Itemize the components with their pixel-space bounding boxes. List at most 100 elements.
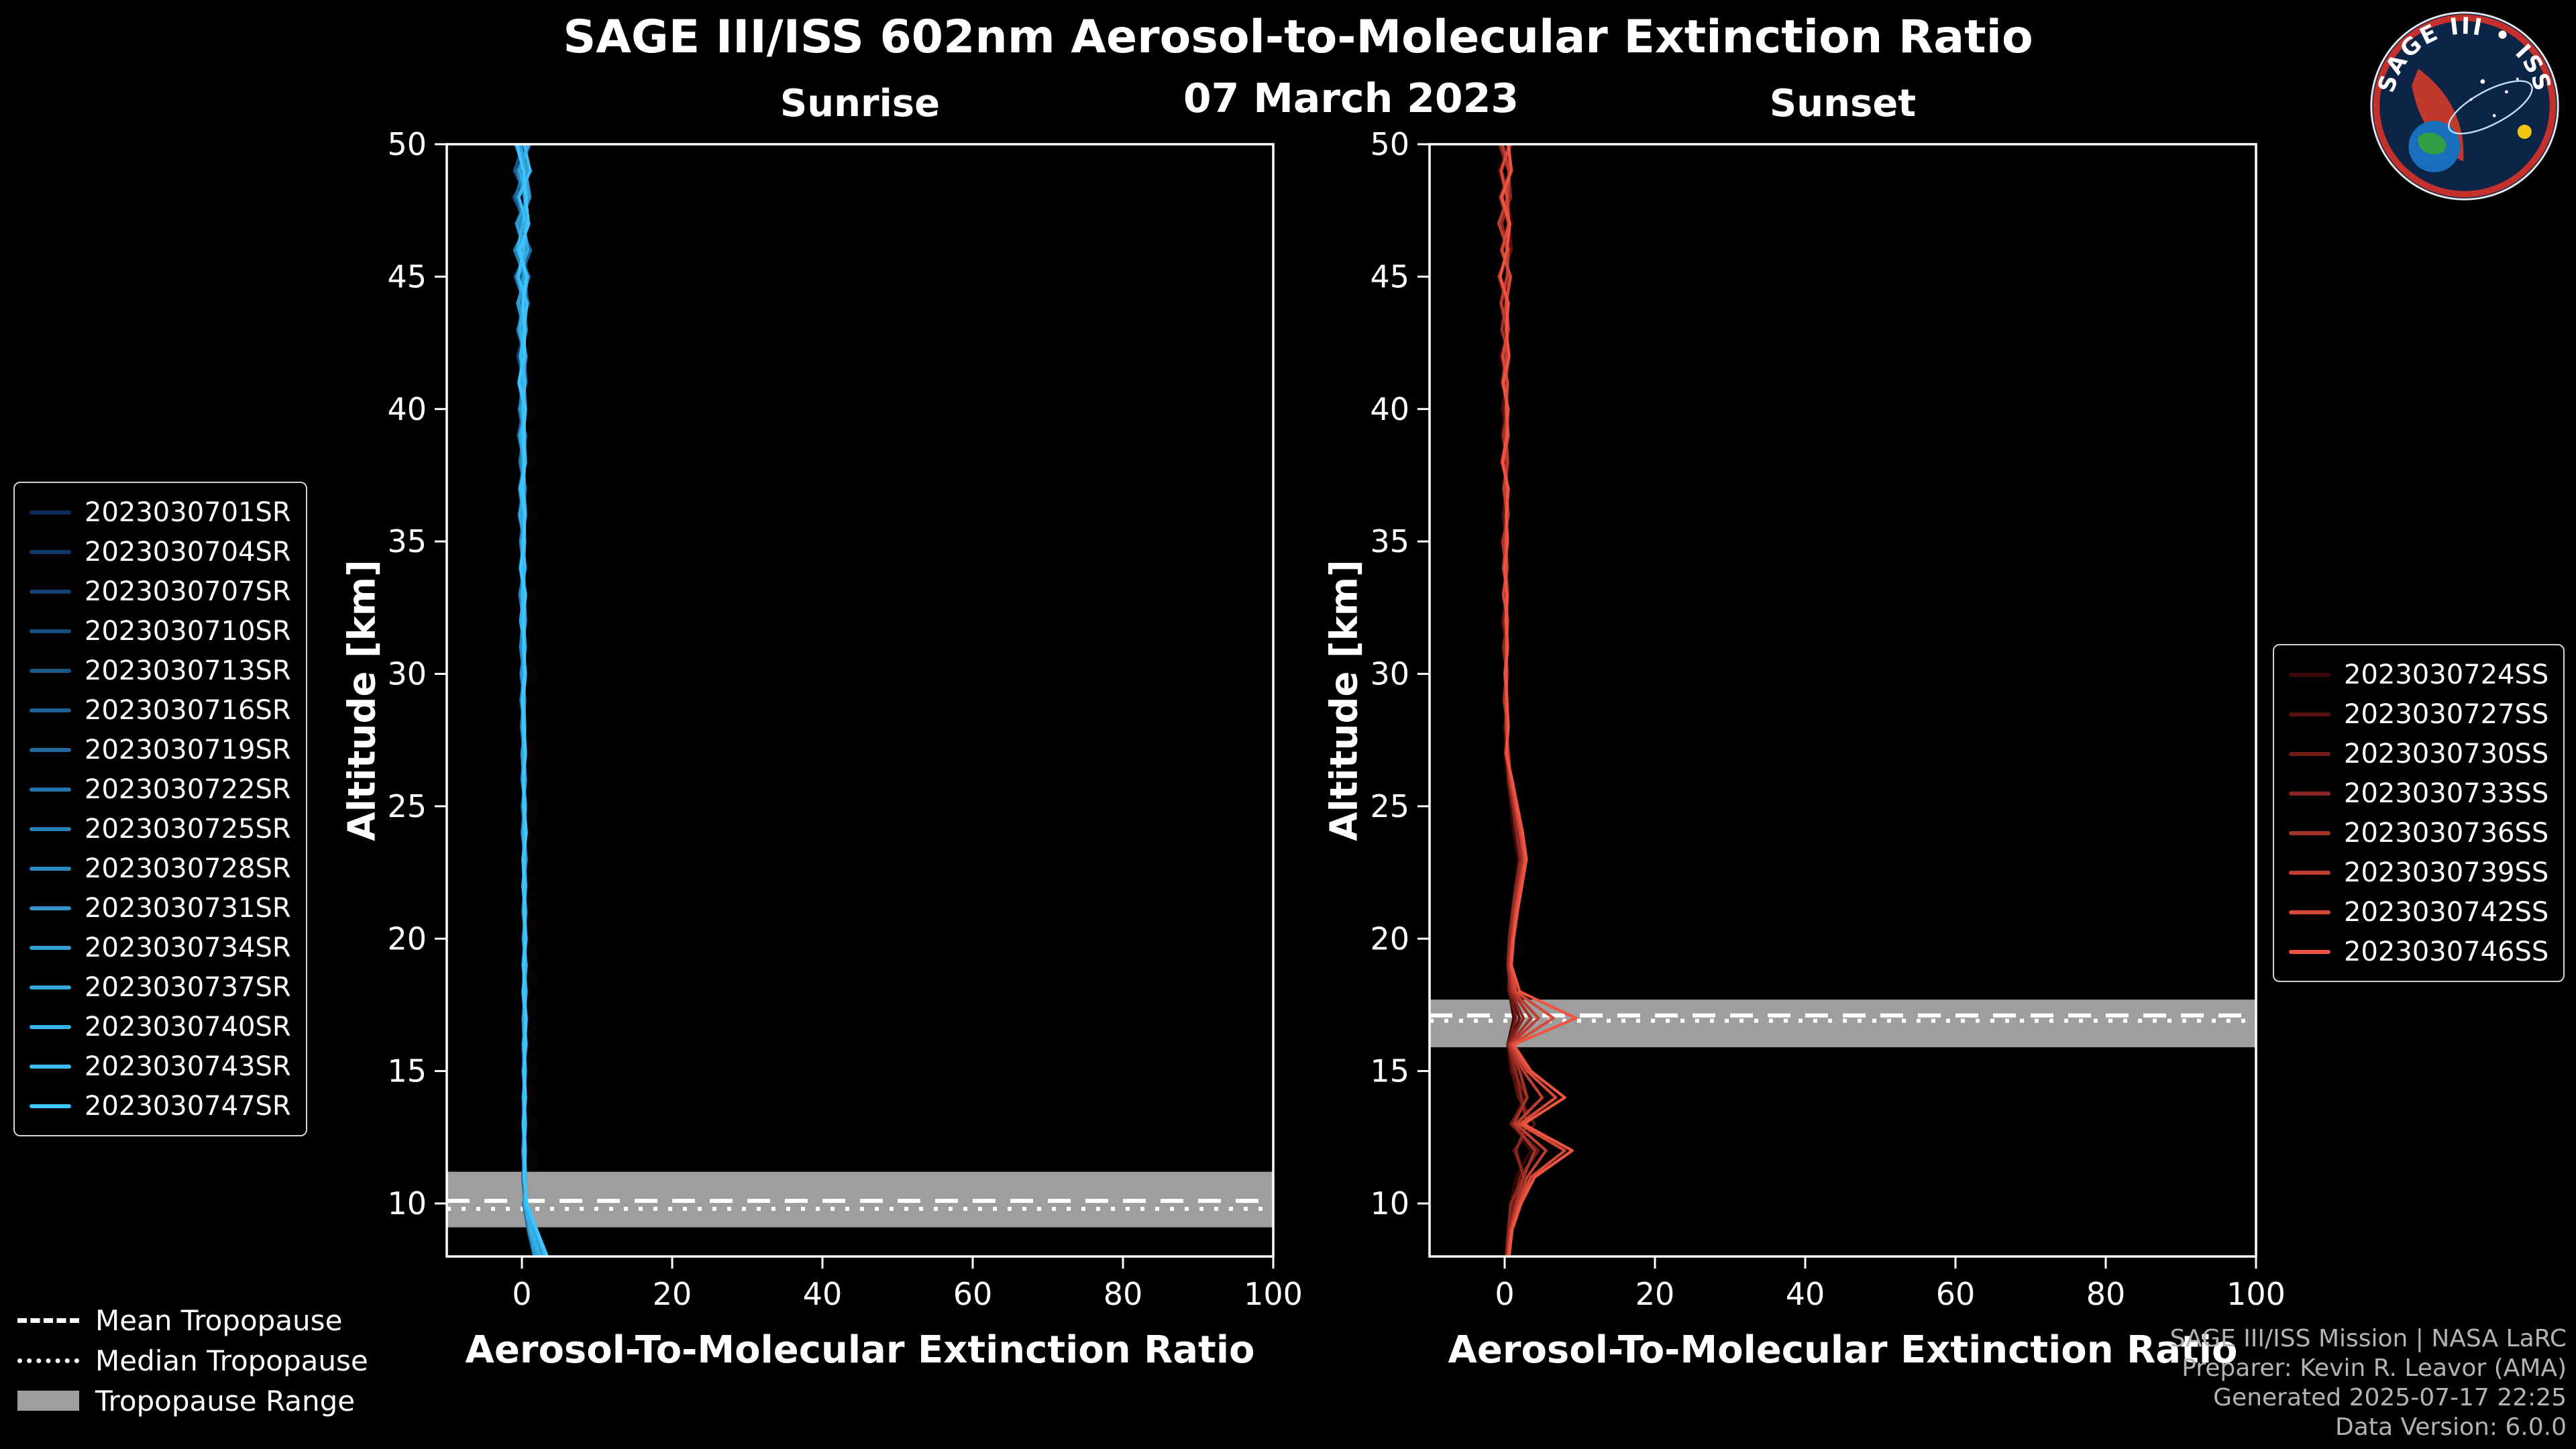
x-tick-label: 20	[653, 1276, 692, 1312]
sunset-panel-title: Sunset	[1769, 82, 1917, 125]
legend-entry: 2023030725SR	[30, 809, 291, 849]
y-tick-label: 25	[387, 788, 427, 824]
legend-line-swatch	[30, 668, 71, 673]
legend-entry: 2023030730SS	[2289, 734, 2548, 773]
sunset-x-axis-label: Aerosol-To-Molecular Extinction Ratio	[1448, 1328, 2238, 1372]
figure-title: SAGE III/ISS 602nm Aerosol-to-Molecular …	[563, 11, 2033, 64]
tropopause-legend-label: Mean Tropopause	[95, 1303, 343, 1337]
legend-entry: 2023030740SR	[30, 1007, 291, 1046]
legend-entry: 2023030742SS	[2289, 892, 2548, 932]
sunrise-panel-title: Sunrise	[780, 82, 941, 125]
y-tick-label: 50	[387, 126, 427, 162]
y-tick-label: 10	[1370, 1185, 1409, 1222]
y-tick-label: 20	[387, 920, 427, 957]
plot-frame	[445, 143, 1275, 1258]
sunrise-legend: 2023030701SR 2023030704SR 2023030707SR 2023…	[13, 482, 307, 1136]
legend-label: 2023030716SR	[85, 694, 291, 726]
legend-entry: 2023030736SS	[2289, 813, 2548, 853]
legend-line-swatch	[30, 866, 71, 871]
plot-frame	[1428, 143, 2257, 1258]
legend-entry: 2023030734SR	[30, 928, 291, 967]
legend-label: 2023030734SR	[85, 932, 291, 963]
logo-star-icon	[2469, 98, 2473, 101]
legend-entry: 2023030728SR	[30, 849, 291, 888]
legend-entry: 2023030733SS	[2289, 773, 2548, 813]
legend-label: 2023030747SR	[85, 1090, 291, 1122]
legend-label: 2023030731SR	[85, 892, 291, 924]
y-tick-label: 40	[1370, 391, 1409, 427]
sunset-y-axis-label: Altitude [km]	[1322, 559, 1366, 841]
legend-label: 2023030710SR	[85, 615, 291, 647]
legend-line-swatch	[2289, 791, 2330, 796]
logo-star-icon	[2492, 114, 2496, 117]
legend-line-swatch	[2289, 830, 2330, 835]
legend-line-swatch	[2289, 672, 2330, 677]
legend-label: 2023030727SS	[2344, 698, 2549, 730]
legend-label: 2023030733SS	[2344, 777, 2549, 809]
legend-line-swatch	[30, 787, 71, 792]
logo-orbit-ellipse	[2448, 80, 2533, 135]
legend-line-swatch	[2289, 949, 2330, 954]
y-tick-label: 35	[1370, 523, 1409, 559]
sunrise-y-axis-label: Altitude [km]	[340, 559, 384, 841]
x-tick-label: 80	[1104, 1276, 1143, 1312]
legend-entry: 2023030746SS	[2289, 932, 2548, 971]
tropopause-dotted-swatch	[17, 1358, 79, 1363]
legend-entry: 2023030743SR	[30, 1046, 291, 1086]
sunrise-plot: 0 20 40 60 80 100 10 15 20 25 30 35 40 45 50	[387, 126, 1302, 1312]
legend-line-swatch	[30, 747, 71, 752]
logo-moon-icon	[2517, 124, 2532, 139]
tropopause-band-swatch	[17, 1391, 79, 1411]
logo-earth-land	[2418, 132, 2447, 154]
legend-line-swatch	[30, 510, 71, 515]
legend-entry: 2023030727SS	[2289, 694, 2548, 734]
legend-entry: 2023030701SR	[30, 492, 291, 532]
tropopause-legend-label: Median Tropopause	[95, 1344, 368, 1377]
legend-label: 2023030713SR	[85, 655, 291, 686]
x-tick-label: 0	[1495, 1276, 1514, 1312]
x-tick-label: 20	[1635, 1276, 1675, 1312]
legend-entry: 2023030739SS	[2289, 853, 2548, 892]
legend-label: 2023030743SR	[85, 1051, 291, 1082]
legend-entry: 2023030737SR	[30, 967, 291, 1007]
x-tick-label: 80	[2086, 1276, 2126, 1312]
legend-entry: 2023030719SR	[30, 730, 291, 769]
legend-line-swatch	[30, 549, 71, 554]
x-tick-label: 60	[1936, 1276, 1976, 1312]
legend-line-swatch	[30, 906, 71, 910]
y-tick-label: 30	[1370, 656, 1409, 692]
legend-line-swatch	[30, 589, 71, 594]
y-tick-label: 20	[1370, 920, 1409, 957]
x-tick-label: 100	[2226, 1276, 2286, 1312]
legend-label: 2023030707SR	[85, 576, 291, 607]
sunset-legend: 2023030724SS 2023030727SS 2023030730SS 2023…	[2273, 644, 2565, 982]
y-tick-label: 15	[1370, 1053, 1409, 1089]
legend-label: 2023030724SS	[2344, 659, 2549, 690]
legend-entry: 2023030722SR	[30, 769, 291, 809]
credits-generated: Generated 2025-07-17 22:25	[2213, 1384, 2567, 1412]
figure-date: 07 March 2023	[1183, 75, 1519, 122]
x-tick-label: 40	[1786, 1276, 1825, 1312]
legend-entry: 2023030713SR	[30, 651, 291, 690]
legend-line-swatch	[2289, 712, 2330, 716]
y-tick-label: 15	[387, 1053, 427, 1089]
legend-label: 2023030704SR	[85, 536, 291, 568]
credits-mission: SAGE III/ISS Mission | NASA LaRC	[2169, 1325, 2567, 1353]
legend-line-swatch	[30, 1024, 71, 1029]
legend-label: 2023030725SR	[85, 813, 291, 845]
tropopause-legend-entry: Mean Tropopause	[17, 1303, 368, 1337]
x-tick-label: 0	[512, 1276, 531, 1312]
sage-iss-logo: SAGE III • ISS	[2370, 11, 2559, 201]
legend-label: 2023030746SS	[2344, 936, 2549, 967]
legend-line-swatch	[30, 985, 71, 989]
legend-label: 2023030730SS	[2344, 738, 2549, 769]
y-tick-label: 45	[387, 258, 427, 294]
legend-entry: 2023030707SR	[30, 572, 291, 611]
profile-line-2023030746SS	[1499, 144, 1578, 1256]
profile-line-2023030736SS	[1499, 144, 1536, 1256]
legend-line-swatch	[2289, 910, 2330, 914]
logo-red-ring	[2373, 14, 2557, 198]
y-tick-label: 35	[387, 523, 427, 559]
tropopause-legend-entry: Tropopause Range	[17, 1385, 368, 1417]
